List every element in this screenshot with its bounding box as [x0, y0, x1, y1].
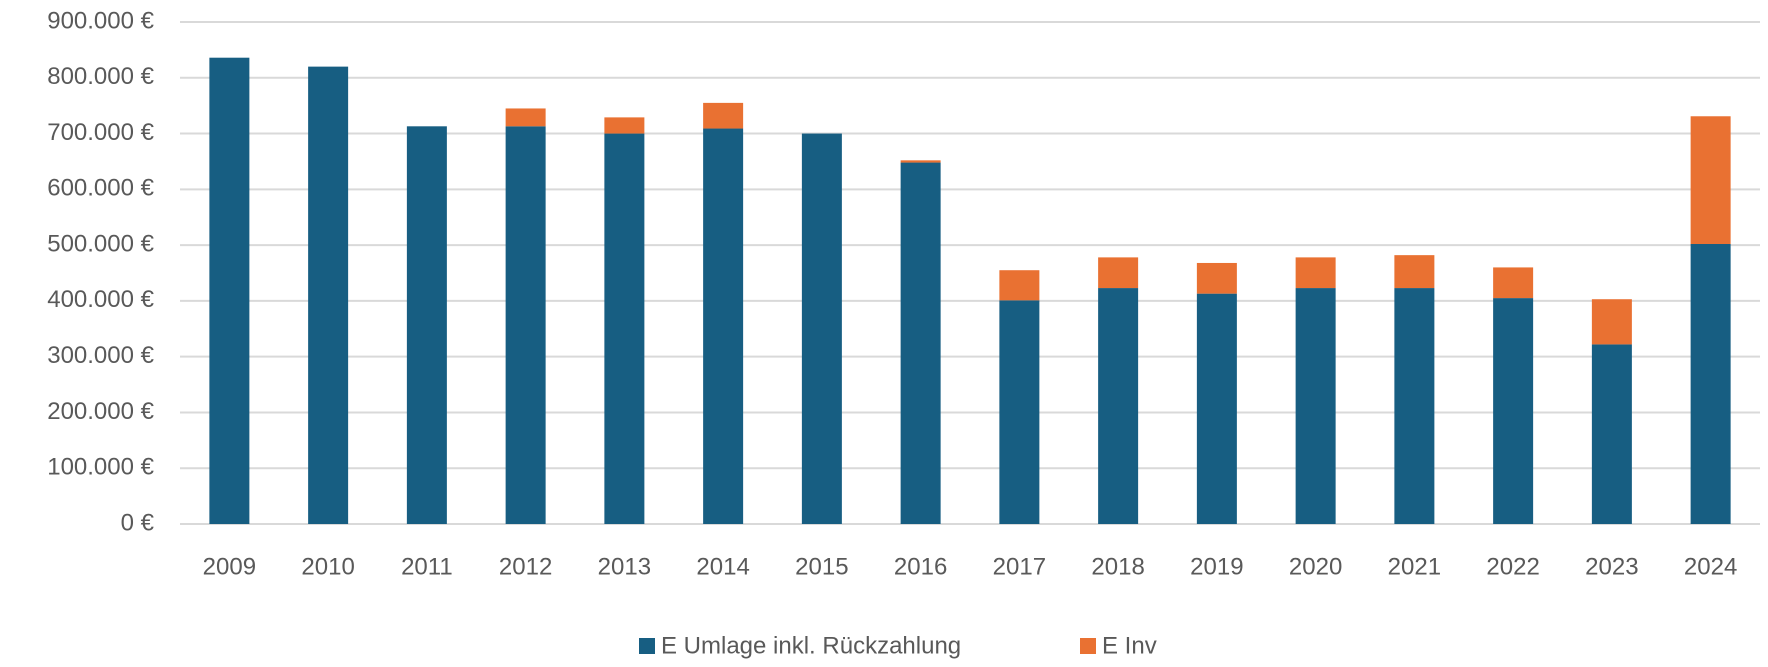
bar-segment — [209, 57, 250, 524]
x-tick-label: 2018 — [1091, 553, 1144, 580]
bar-segment — [1493, 267, 1534, 299]
bar-segment — [999, 270, 1040, 301]
bar-segment — [1098, 257, 1139, 289]
x-tick-label: 2024 — [1684, 553, 1737, 580]
bar-segment — [999, 300, 1040, 524]
y-tick-label: 700.000 € — [47, 119, 154, 146]
legend-swatch — [639, 638, 655, 654]
legend-swatch — [1080, 638, 1096, 654]
y-tick-label: 300.000 € — [47, 342, 154, 369]
bar-segment — [1690, 243, 1731, 525]
bar-segment — [1493, 298, 1534, 524]
x-tick-label: 2021 — [1388, 553, 1441, 580]
bar-segment — [1098, 288, 1139, 524]
x-tick-label: 2014 — [696, 553, 749, 580]
x-tick-label: 2016 — [894, 553, 947, 580]
bar-segment — [900, 162, 941, 524]
x-tick-label: 2011 — [401, 553, 453, 580]
x-tick-label: 2015 — [795, 553, 848, 580]
bar-segment — [604, 133, 645, 525]
x-tick-label: 2009 — [203, 553, 256, 580]
bar-segment — [308, 66, 349, 524]
bar-segment — [505, 126, 546, 524]
x-tick-label: 2020 — [1289, 553, 1342, 580]
bar-segment — [1295, 288, 1336, 524]
y-tick-label: 800.000 € — [47, 63, 154, 90]
y-tick-label: 0 € — [121, 509, 155, 536]
x-tick-label: 2012 — [499, 553, 552, 580]
x-tick-label: 2019 — [1190, 553, 1243, 580]
bar-segment — [1591, 344, 1632, 524]
bar-segment — [1591, 299, 1632, 345]
bar-segment — [505, 108, 546, 127]
y-tick-label: 200.000 € — [47, 398, 154, 425]
bar-segment — [1196, 293, 1237, 524]
x-tick-label: 2023 — [1585, 553, 1638, 580]
y-tick-label: 900.000 € — [47, 7, 154, 34]
bar-segment — [1196, 262, 1237, 294]
bar-segment — [1394, 288, 1435, 524]
bar-segment — [900, 160, 941, 163]
bar-segment — [406, 126, 447, 524]
bar-segment — [703, 128, 744, 524]
y-tick-label: 500.000 € — [47, 230, 154, 257]
y-tick-label: 600.000 € — [47, 175, 154, 202]
x-tick-label: 2010 — [301, 553, 354, 580]
bar-segment — [1690, 116, 1731, 244]
legend-label: E Umlage inkl. Rückzahlung — [661, 632, 961, 659]
bar-segment — [801, 133, 842, 525]
x-tick-label: 2022 — [1486, 553, 1539, 580]
x-tick-label: 2017 — [993, 553, 1046, 580]
y-tick-label: 400.000 € — [47, 286, 154, 313]
y-tick-label: 100.000 € — [47, 454, 154, 481]
bar-segment — [604, 117, 645, 134]
bar-segment — [1394, 255, 1435, 289]
legend-label: E Inv — [1102, 632, 1157, 659]
x-tick-label: 2013 — [598, 553, 651, 580]
bar-segment — [703, 102, 744, 129]
bar-segment — [1295, 257, 1336, 289]
